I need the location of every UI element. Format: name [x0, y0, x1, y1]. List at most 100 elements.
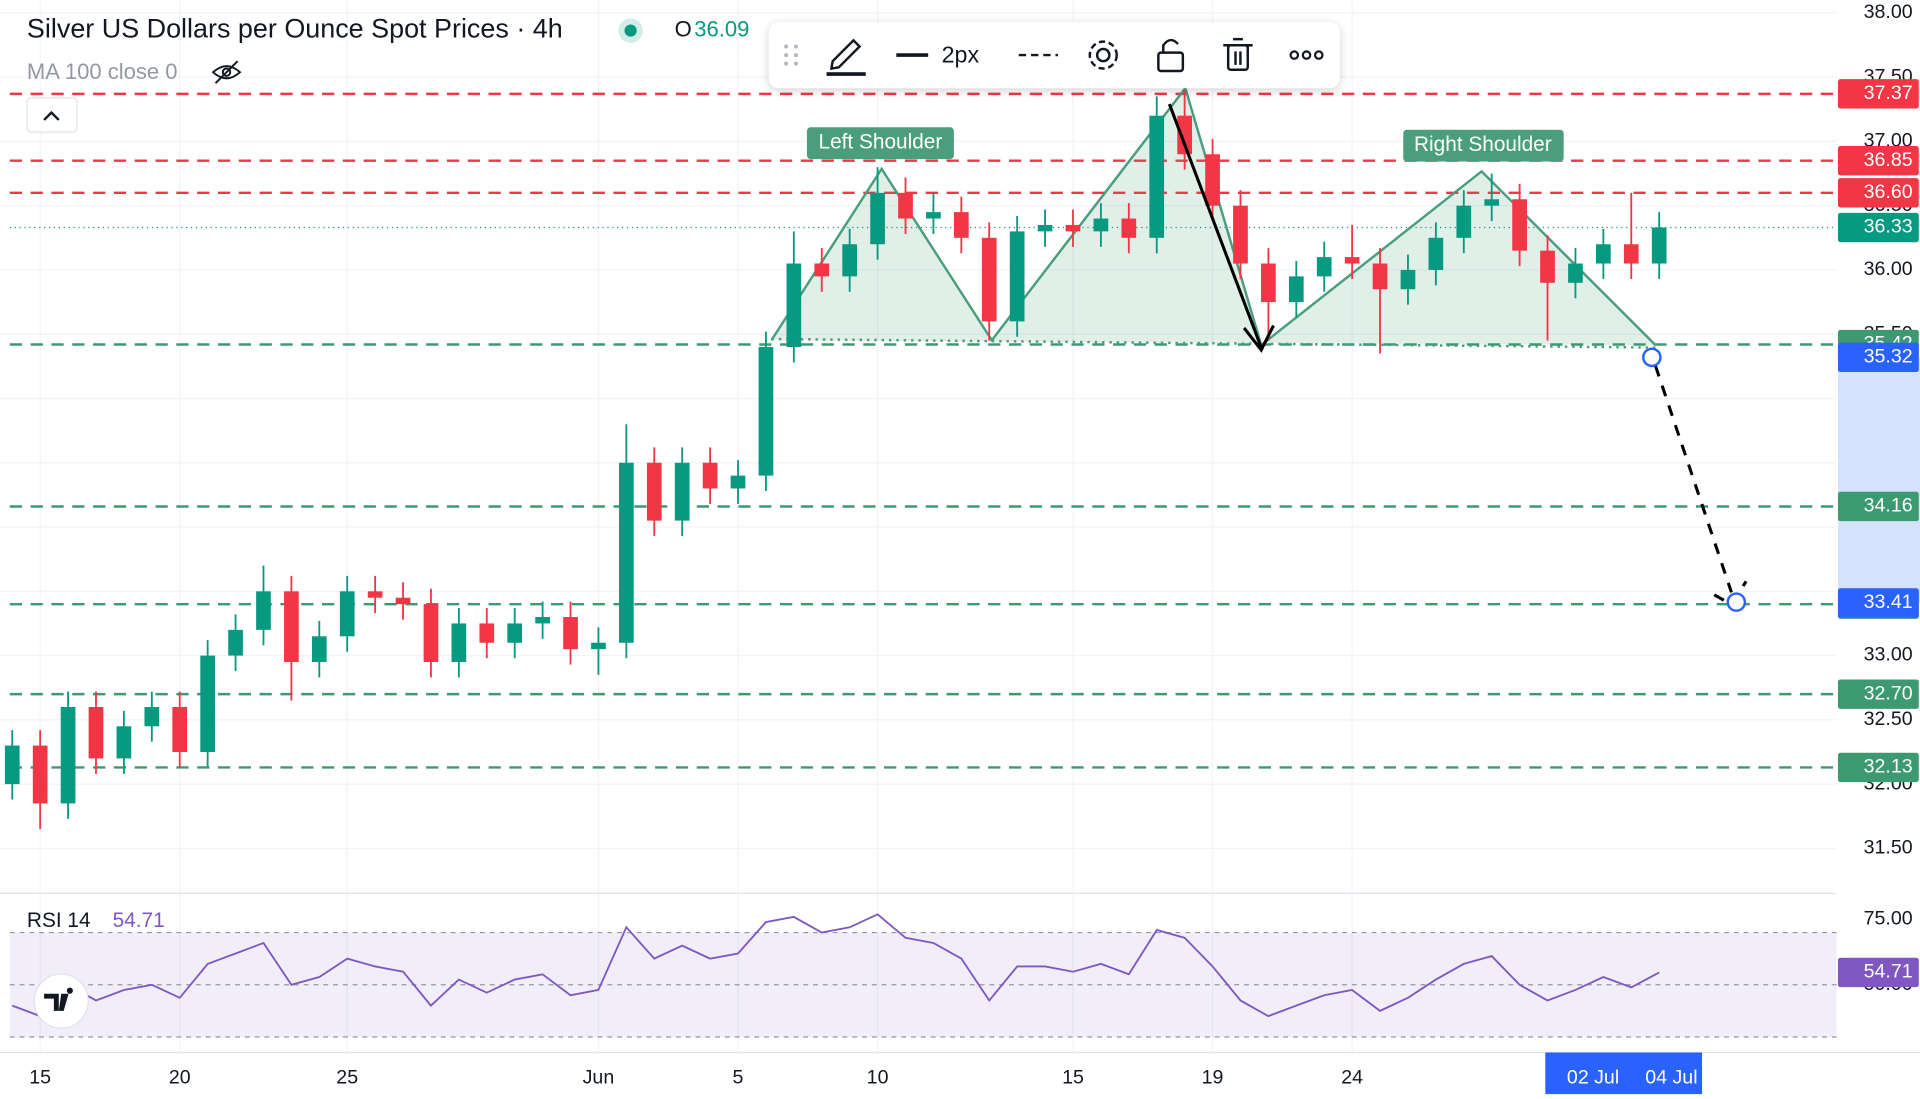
candle-body: [311, 636, 327, 663]
candle-body: [1456, 205, 1472, 238]
x-tick-label: 15: [1062, 1066, 1084, 1088]
candle-body: [256, 591, 271, 630]
candle-body: [981, 237, 997, 322]
candle-body: [1568, 263, 1583, 283]
annotation-box: [806, 127, 954, 160]
delete-button[interactable]: [1223, 37, 1253, 71]
candle-body: [1651, 227, 1667, 264]
hide-icon[interactable]: [211, 60, 242, 84]
drawings: Left Shoulder Right Shoulder: [806, 103, 1748, 612]
date-range-highlight: [1545, 1052, 1703, 1095]
candle-body: [172, 707, 188, 752]
last-price-label-box: [1837, 212, 1919, 243]
candle-body: [702, 462, 718, 489]
indicator-label: MA 100 close 0: [27, 59, 178, 84]
level-label: 36.60: [1864, 181, 1913, 203]
candle-body: [88, 707, 104, 759]
candle-body: [926, 212, 941, 219]
candle-body: [1009, 231, 1025, 322]
candle-body: [423, 604, 439, 663]
projection-label-box: [1837, 342, 1919, 373]
candle-body: [646, 462, 662, 521]
candle-body: [1400, 269, 1416, 290]
projection-label: 33.41: [1864, 591, 1913, 613]
projection-label: 35.32: [1864, 346, 1913, 368]
candle-body: [758, 347, 774, 476]
projection-band: [1837, 357, 1920, 603]
candle-body: [1205, 154, 1220, 206]
candle-body: [1177, 115, 1192, 155]
candle-body: [1261, 263, 1276, 303]
rsi-line: [11, 913, 1660, 1018]
candle-body: [674, 462, 690, 521]
lock-button[interactable]: [1157, 38, 1185, 73]
projection-label-box: [1837, 588, 1919, 618]
settings-button[interactable]: [1088, 40, 1118, 70]
level-label: 37.37: [1864, 82, 1913, 104]
candle-body: [591, 642, 606, 650]
candle-body: [842, 244, 858, 277]
candle-body: [1596, 244, 1611, 264]
neckline: [771, 337, 1656, 349]
candle-body: [1121, 218, 1137, 238]
y-tick-label: 38.00: [1864, 1, 1913, 23]
candle-body: [1428, 237, 1444, 270]
x-tick-label: 24: [1341, 1066, 1363, 1088]
candle-body: [1540, 250, 1555, 283]
candle-body: [1623, 244, 1639, 264]
time-axis: 15 20 25 Jun 5 10 15 19 24: [29, 1066, 1363, 1088]
toolbar-box: [768, 22, 1340, 89]
status-dot: [624, 24, 637, 37]
level-label-box: [1837, 679, 1919, 709]
collapse-button[interactable]: [26, 97, 78, 133]
drawing-toolbar: 2px: [768, 22, 1340, 89]
candle-body: [507, 623, 523, 643]
candle-body: [200, 655, 215, 752]
candle-body: [1344, 257, 1360, 264]
anchor-point[interactable]: [1642, 347, 1662, 368]
level-label-box: [1837, 178, 1919, 208]
candle-body: [619, 462, 634, 643]
x-tick-label: 25: [336, 1066, 358, 1088]
candle-body: [1512, 199, 1527, 251]
annotation: Left Shoulder: [819, 131, 943, 154]
more-button[interactable]: [1289, 50, 1324, 60]
pencil-button[interactable]: [826, 38, 866, 76]
grid: [0, 0, 1837, 1053]
rsi-value-box: [1837, 957, 1919, 988]
candle-body: [1372, 263, 1388, 290]
candle-body: [339, 591, 355, 637]
annotation: Right Shoulder: [1414, 133, 1552, 156]
level-label-box: [1837, 491, 1919, 522]
candle-body: [563, 617, 578, 650]
y-tick-label: 36.00: [1864, 258, 1913, 280]
anchor-point[interactable]: [1726, 592, 1747, 612]
candle-body: [32, 745, 48, 804]
candle-body: [535, 617, 550, 624]
rsi-value-label: 54.71: [1864, 961, 1913, 983]
level-label-box: [1837, 752, 1919, 783]
projection-arrow-head: [1713, 580, 1748, 607]
candle-body: [367, 591, 383, 598]
candle-body: [451, 623, 467, 663]
date-highlight: 02 Jul: [1567, 1066, 1619, 1088]
y-tick-label: 33.00: [1864, 644, 1913, 666]
x-tick-label: 10: [867, 1066, 889, 1088]
candle-body: [1233, 205, 1248, 264]
candle-body: [4, 745, 20, 785]
line-width[interactable]: 2px: [942, 41, 980, 67]
candle-body: [814, 263, 830, 277]
candle-body: [1149, 115, 1165, 238]
rsi-name: RSI 14: [27, 909, 91, 932]
candles: [4, 89, 1667, 830]
drag-handle[interactable]: [784, 44, 798, 66]
candle-body: [898, 192, 913, 219]
x-tick-label: 20: [169, 1066, 191, 1088]
x-tick-label: 19: [1202, 1066, 1224, 1088]
level-label-box: [1837, 79, 1919, 109]
level-label: 36.85: [1864, 149, 1913, 171]
candle-body: [953, 212, 969, 238]
candle-body: [60, 707, 76, 804]
